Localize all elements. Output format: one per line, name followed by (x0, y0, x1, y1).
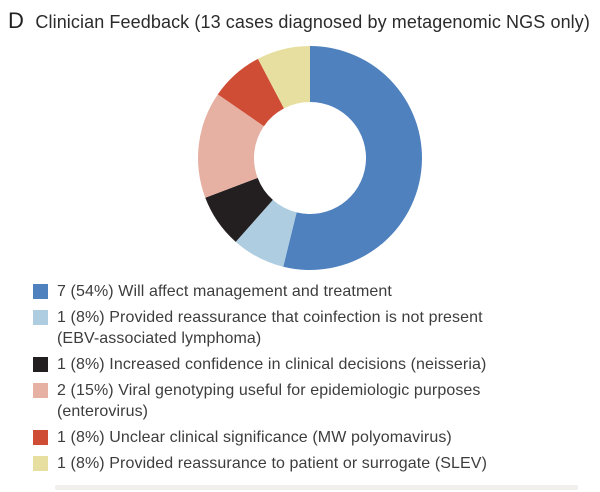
legend-item-line: 1 (8%) Unclear clinical significance (MW… (57, 429, 452, 446)
bottom-crop-artifact (55, 485, 578, 490)
chart-legend: 7 (54%) Will affect management and treat… (33, 281, 593, 474)
donut-slice-4 (198, 94, 264, 198)
legend-item: 1 (8%) Provided reassurance that coinfec… (33, 307, 593, 349)
legend-swatch (33, 284, 48, 299)
legend-swatch (33, 430, 48, 445)
legend-item-line: 2 (15%) Viral genotyping useful for epid… (57, 382, 481, 399)
legend-item: 2 (15%) Viral genotyping useful for epid… (33, 380, 593, 422)
legend-item: 7 (54%) Will affect management and treat… (33, 281, 593, 302)
donut-slice-6 (257, 46, 310, 109)
legend-swatch (33, 456, 48, 471)
donut-slice-5 (217, 58, 284, 127)
legend-swatch (33, 383, 48, 398)
donut-chart (198, 46, 422, 270)
legend-item-label: 2 (15%) Viral genotyping useful for epid… (57, 380, 481, 422)
legend-item-line: (enterovirus) (57, 403, 149, 420)
legend-item: 1 (8%) Increased confidence in clinical … (33, 354, 593, 375)
legend-swatch (33, 357, 48, 372)
legend-item-label: 1 (8%) Provided reassurance to patient o… (57, 453, 487, 474)
legend-item: 1 (8%) Unclear clinical significance (MW… (33, 427, 593, 448)
legend-item-label: 7 (54%) Will affect management and treat… (57, 281, 392, 302)
legend-swatch (33, 310, 48, 325)
legend-item-line: (EBV-associated lymphoma) (57, 330, 262, 347)
donut-slice-2 (235, 199, 297, 267)
legend-item-label: 1 (8%) Provided reassurance that coinfec… (57, 307, 483, 349)
figure-title-row: D Clinician Feedback (13 cases diagnosed… (8, 8, 590, 34)
figure-title: Clinician Feedback (13 cases diagnosed b… (35, 12, 590, 32)
legend-item-label: 1 (8%) Increased confidence in clinical … (57, 354, 486, 375)
legend-item-line: 1 (8%) Provided reassurance that coinfec… (57, 309, 483, 326)
legend-item: 1 (8%) Provided reassurance to patient o… (33, 453, 593, 474)
legend-item-label: 1 (8%) Unclear clinical significance (MW… (57, 427, 452, 448)
legend-item-line: 1 (8%) Increased confidence in clinical … (57, 356, 487, 373)
legend-item-line: 1 (8%) Provided reassurance to patient o… (57, 455, 488, 472)
donut-slice-1 (283, 46, 422, 270)
panel-label: D (8, 8, 25, 33)
legend-item-line: 7 (54%) Will affect management and treat… (57, 283, 392, 300)
donut-slice-3 (205, 177, 273, 242)
